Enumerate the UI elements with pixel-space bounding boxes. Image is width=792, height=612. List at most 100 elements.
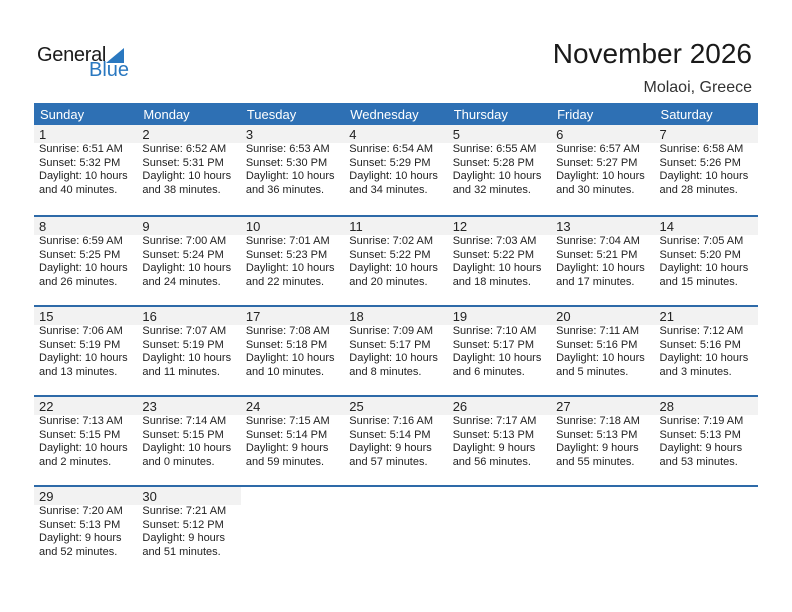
sunset-text: Sunset: 5:13 PM (452, 428, 535, 441)
sunset-text: Sunset: 5:28 PM (452, 156, 535, 169)
sunset-text: Sunset: 5:13 PM (556, 428, 638, 441)
page-title: November 2026 (552, 38, 752, 69)
daylight-minutes-text: and 17 minutes. (556, 275, 635, 288)
day-number: 13 (556, 219, 571, 234)
day-number: 29 (39, 489, 54, 504)
sunset-text: Sunset: 5:26 PM (659, 156, 741, 169)
sunrise-text: Sunrise: 7:13 AM (39, 415, 123, 427)
daylight-text: Daylight: 10 hours (556, 262, 645, 274)
calendar: Sunday Monday Tuesday Wednesday Thursday Frid… (34, 103, 758, 575)
day-number: 1 (39, 127, 47, 142)
day-cell: 8 Sunrise: 6:59 AM Sunset: 5:25 PM Daylight… (34, 217, 137, 305)
day-number: 6 (556, 127, 564, 142)
day-cell: 27 Sunrise: 7:18 AM Sunset: 5:13 PM Dayligh… (551, 397, 654, 485)
sunrise-text: Sunrise: 6:53 AM (245, 143, 330, 155)
daylight-minutes-text: and 36 minutes. (245, 183, 325, 196)
weekday-thursday: Thursday (453, 107, 508, 122)
daylight-minutes-text: and 51 minutes. (142, 545, 221, 558)
weekday-sunday: Sunday (40, 107, 85, 122)
day-number: 11 (349, 219, 363, 234)
daylight-minutes-text: and 3 minutes. (659, 365, 732, 378)
sunset-text: Sunset: 5:15 PM (142, 428, 224, 441)
day-cell: 9 Sunrise: 7:00 AM Sunset: 5:24 PM Daylight… (137, 217, 240, 305)
sunrise-text: Sunrise: 7:11 AM (556, 325, 640, 337)
daylight-minutes-text: and 0 minutes. (142, 455, 215, 468)
sunrise-text: Sunrise: 6:52 AM (142, 143, 227, 155)
sunset-text: Sunset: 5:18 PM (245, 338, 328, 351)
weekday-saturday: Saturday (660, 107, 713, 122)
day-cell: 4 Sunrise: 6:54 AM Sunset: 5:29 PM Daylight… (344, 125, 447, 215)
daylight-minutes-text: and 18 minutes. (452, 275, 531, 288)
daylight-text: Daylight: 10 hours (142, 442, 232, 454)
daylight-minutes-text: and 5 minutes. (556, 365, 629, 378)
sunset-text: Sunset: 5:30 PM (245, 156, 328, 169)
day-cell: 21 Sunrise: 7:12 AM Sunset: 5:16 PM Dayligh… (655, 307, 758, 395)
daylight-text: Daylight: 10 hours (142, 170, 232, 182)
daylight-text: Daylight: 9 hours (452, 442, 536, 454)
daylight-minutes-text: and 53 minutes. (659, 455, 738, 468)
sunrise-text: Sunrise: 6:59 AM (39, 235, 123, 247)
daylight-text: Daylight: 9 hours (245, 442, 329, 454)
daylight-text: Daylight: 9 hours (142, 532, 225, 544)
weekday-friday: Friday (557, 107, 594, 122)
daylight-text: Daylight: 10 hours (39, 442, 128, 454)
day-number: 14 (659, 219, 674, 234)
sunrise-text: Sunrise: 7:15 AM (245, 415, 330, 427)
daylight-text: Daylight: 10 hours (39, 170, 128, 182)
sunset-text: Sunset: 5:27 PM (556, 156, 638, 169)
logo-general: General (37, 44, 107, 66)
day-cell: 15 Sunrise: 7:06 AM Sunset: 5:19 PM Dayligh… (34, 307, 137, 395)
sunrise-text: Sunrise: 7:02 AM (349, 235, 434, 247)
sunset-text: Sunset: 5:22 PM (349, 248, 431, 261)
sunrise-text: Sunrise: 7:09 AM (349, 325, 434, 337)
sunrise-text: Sunrise: 7:12 AM (659, 325, 744, 337)
day-number: 25 (349, 399, 364, 414)
daylight-minutes-text: and 2 minutes. (39, 455, 112, 468)
weekday-monday: Monday (143, 107, 190, 122)
daylight-text: Daylight: 9 hours (659, 442, 743, 454)
sunset-text: Sunset: 5:21 PM (556, 248, 638, 261)
daylight-text: Daylight: 10 hours (556, 352, 645, 364)
daylight-text: Daylight: 10 hours (349, 262, 438, 274)
daylight-minutes-text: and 22 minutes. (245, 275, 325, 288)
date-band (34, 307, 758, 325)
location: Molaoi, Greece (643, 79, 753, 96)
day-cell: 24 Sunrise: 7:15 AM Sunset: 5:14 PM Dayligh… (241, 397, 344, 485)
day-cell: 30 Sunrise: 7:21 AM Sunset: 5:12 PM Dayligh… (137, 487, 240, 575)
day-cell (241, 487, 344, 575)
daylight-text: Daylight: 10 hours (349, 352, 438, 364)
logo-blue: Blue (89, 59, 130, 81)
day-cell: 10 Sunrise: 7:01 AM Sunset: 5:23 PM Dayligh… (241, 217, 344, 305)
day-cell: 7 Sunrise: 6:58 AM Sunset: 5:26 PM Daylight… (655, 125, 758, 215)
daylight-minutes-text: and 52 minutes. (39, 545, 118, 558)
daylight-text: Daylight: 10 hours (452, 170, 542, 182)
sunrise-text: Sunrise: 7:14 AM (142, 415, 227, 427)
sunrise-text: Sunrise: 7:06 AM (39, 325, 123, 337)
day-number: 27 (556, 399, 571, 414)
day-cell: 29 Sunrise: 7:20 AM Sunset: 5:13 PM Dayligh… (34, 487, 137, 575)
sunset-text: Sunset: 5:19 PM (39, 338, 121, 351)
daylight-minutes-text: and 15 minutes. (659, 275, 738, 288)
daylight-minutes-text: and 26 minutes. (39, 275, 118, 288)
sunrise-text: Sunrise: 6:58 AM (659, 143, 744, 155)
daylight-minutes-text: and 32 minutes. (452, 183, 531, 196)
day-cell (344, 487, 447, 575)
day-number: 10 (245, 219, 261, 234)
sunset-text: Sunset: 5:17 PM (452, 338, 535, 351)
weekday-tuesday: Tuesday (246, 107, 297, 122)
sunset-text: Sunset: 5:14 PM (245, 428, 328, 441)
sunset-text: Sunset: 5:12 PM (142, 518, 224, 531)
sunrise-text: Sunrise: 6:54 AM (349, 143, 434, 155)
day-cell: 11 Sunrise: 7:02 AM Sunset: 5:22 PM Dayligh… (344, 217, 447, 305)
sunrise-text: Sunrise: 6:55 AM (452, 143, 537, 155)
day-number: 7 (659, 127, 667, 142)
daylight-minutes-text: and 59 minutes. (245, 455, 325, 468)
daylight-text: Daylight: 10 hours (142, 352, 232, 364)
date-band (34, 217, 758, 235)
day-number: 4 (349, 127, 357, 142)
day-cell: 25 Sunrise: 7:16 AM Sunset: 5:14 PM Dayligh… (344, 397, 447, 485)
day-number: 30 (142, 489, 157, 504)
daylight-minutes-text: and 13 minutes. (39, 365, 118, 378)
sunrise-text: Sunrise: 6:51 AM (39, 143, 123, 155)
daylight-minutes-text: and 8 minutes. (349, 365, 422, 378)
